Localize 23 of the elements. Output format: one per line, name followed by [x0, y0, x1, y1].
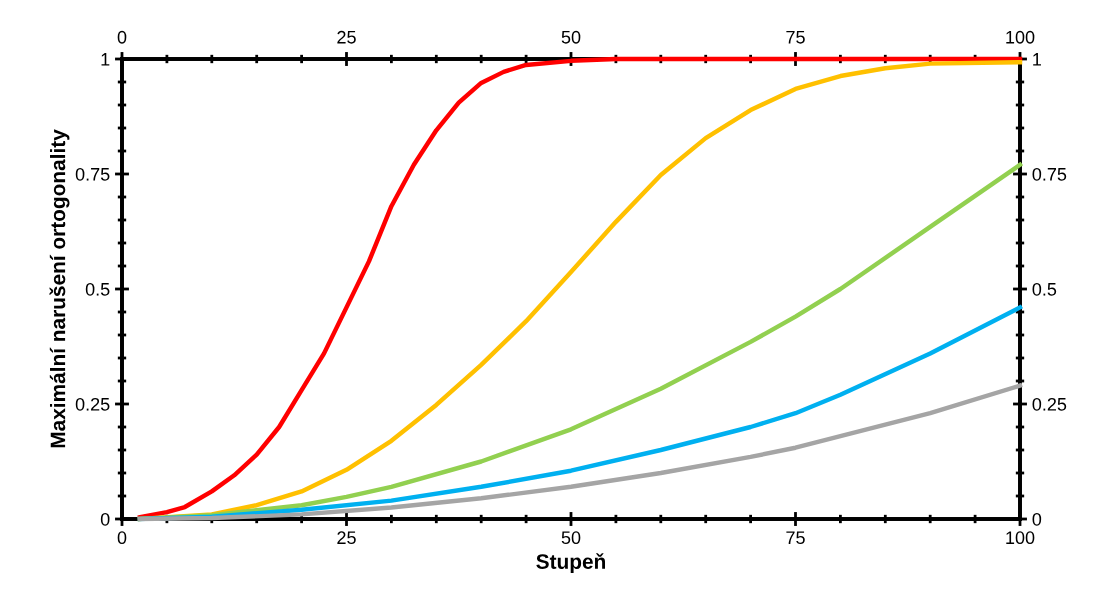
line-series: [137, 383, 1023, 522]
y-tick-label: 0.25: [75, 397, 110, 411]
y-tick-label: 0.75: [75, 167, 110, 181]
x-tick-label: 0: [117, 531, 127, 545]
y2-tick-label: 0.75: [1032, 167, 1067, 181]
x2-tick-label: 100: [1006, 30, 1035, 44]
x2-tick-label: 25: [337, 30, 356, 44]
x2-tick-label: 50: [561, 30, 581, 44]
x-tick-label: 25: [337, 531, 356, 545]
y2-tick-label: 0.5: [1032, 282, 1057, 296]
x-tick-label: 75: [786, 531, 805, 545]
x-tick-label: 50: [561, 531, 581, 545]
y-tick-label: 1: [101, 53, 110, 66]
y-axis-title: Maximální narušení ortogonality: [49, 129, 70, 448]
y2-tick-label: 0: [1032, 512, 1042, 526]
y2-tick-label: 0.25: [1032, 397, 1067, 411]
y-tick-label: 0: [100, 512, 110, 526]
x-tick-label: 100: [1006, 531, 1035, 545]
x2-tick-label: 75: [786, 31, 805, 44]
x-axis-title: Stupeň: [536, 553, 606, 574]
x2-tick-label: 0: [117, 30, 127, 44]
y2-tick-label: 1: [1033, 53, 1041, 66]
y-tick-label: 0.5: [85, 282, 110, 296]
